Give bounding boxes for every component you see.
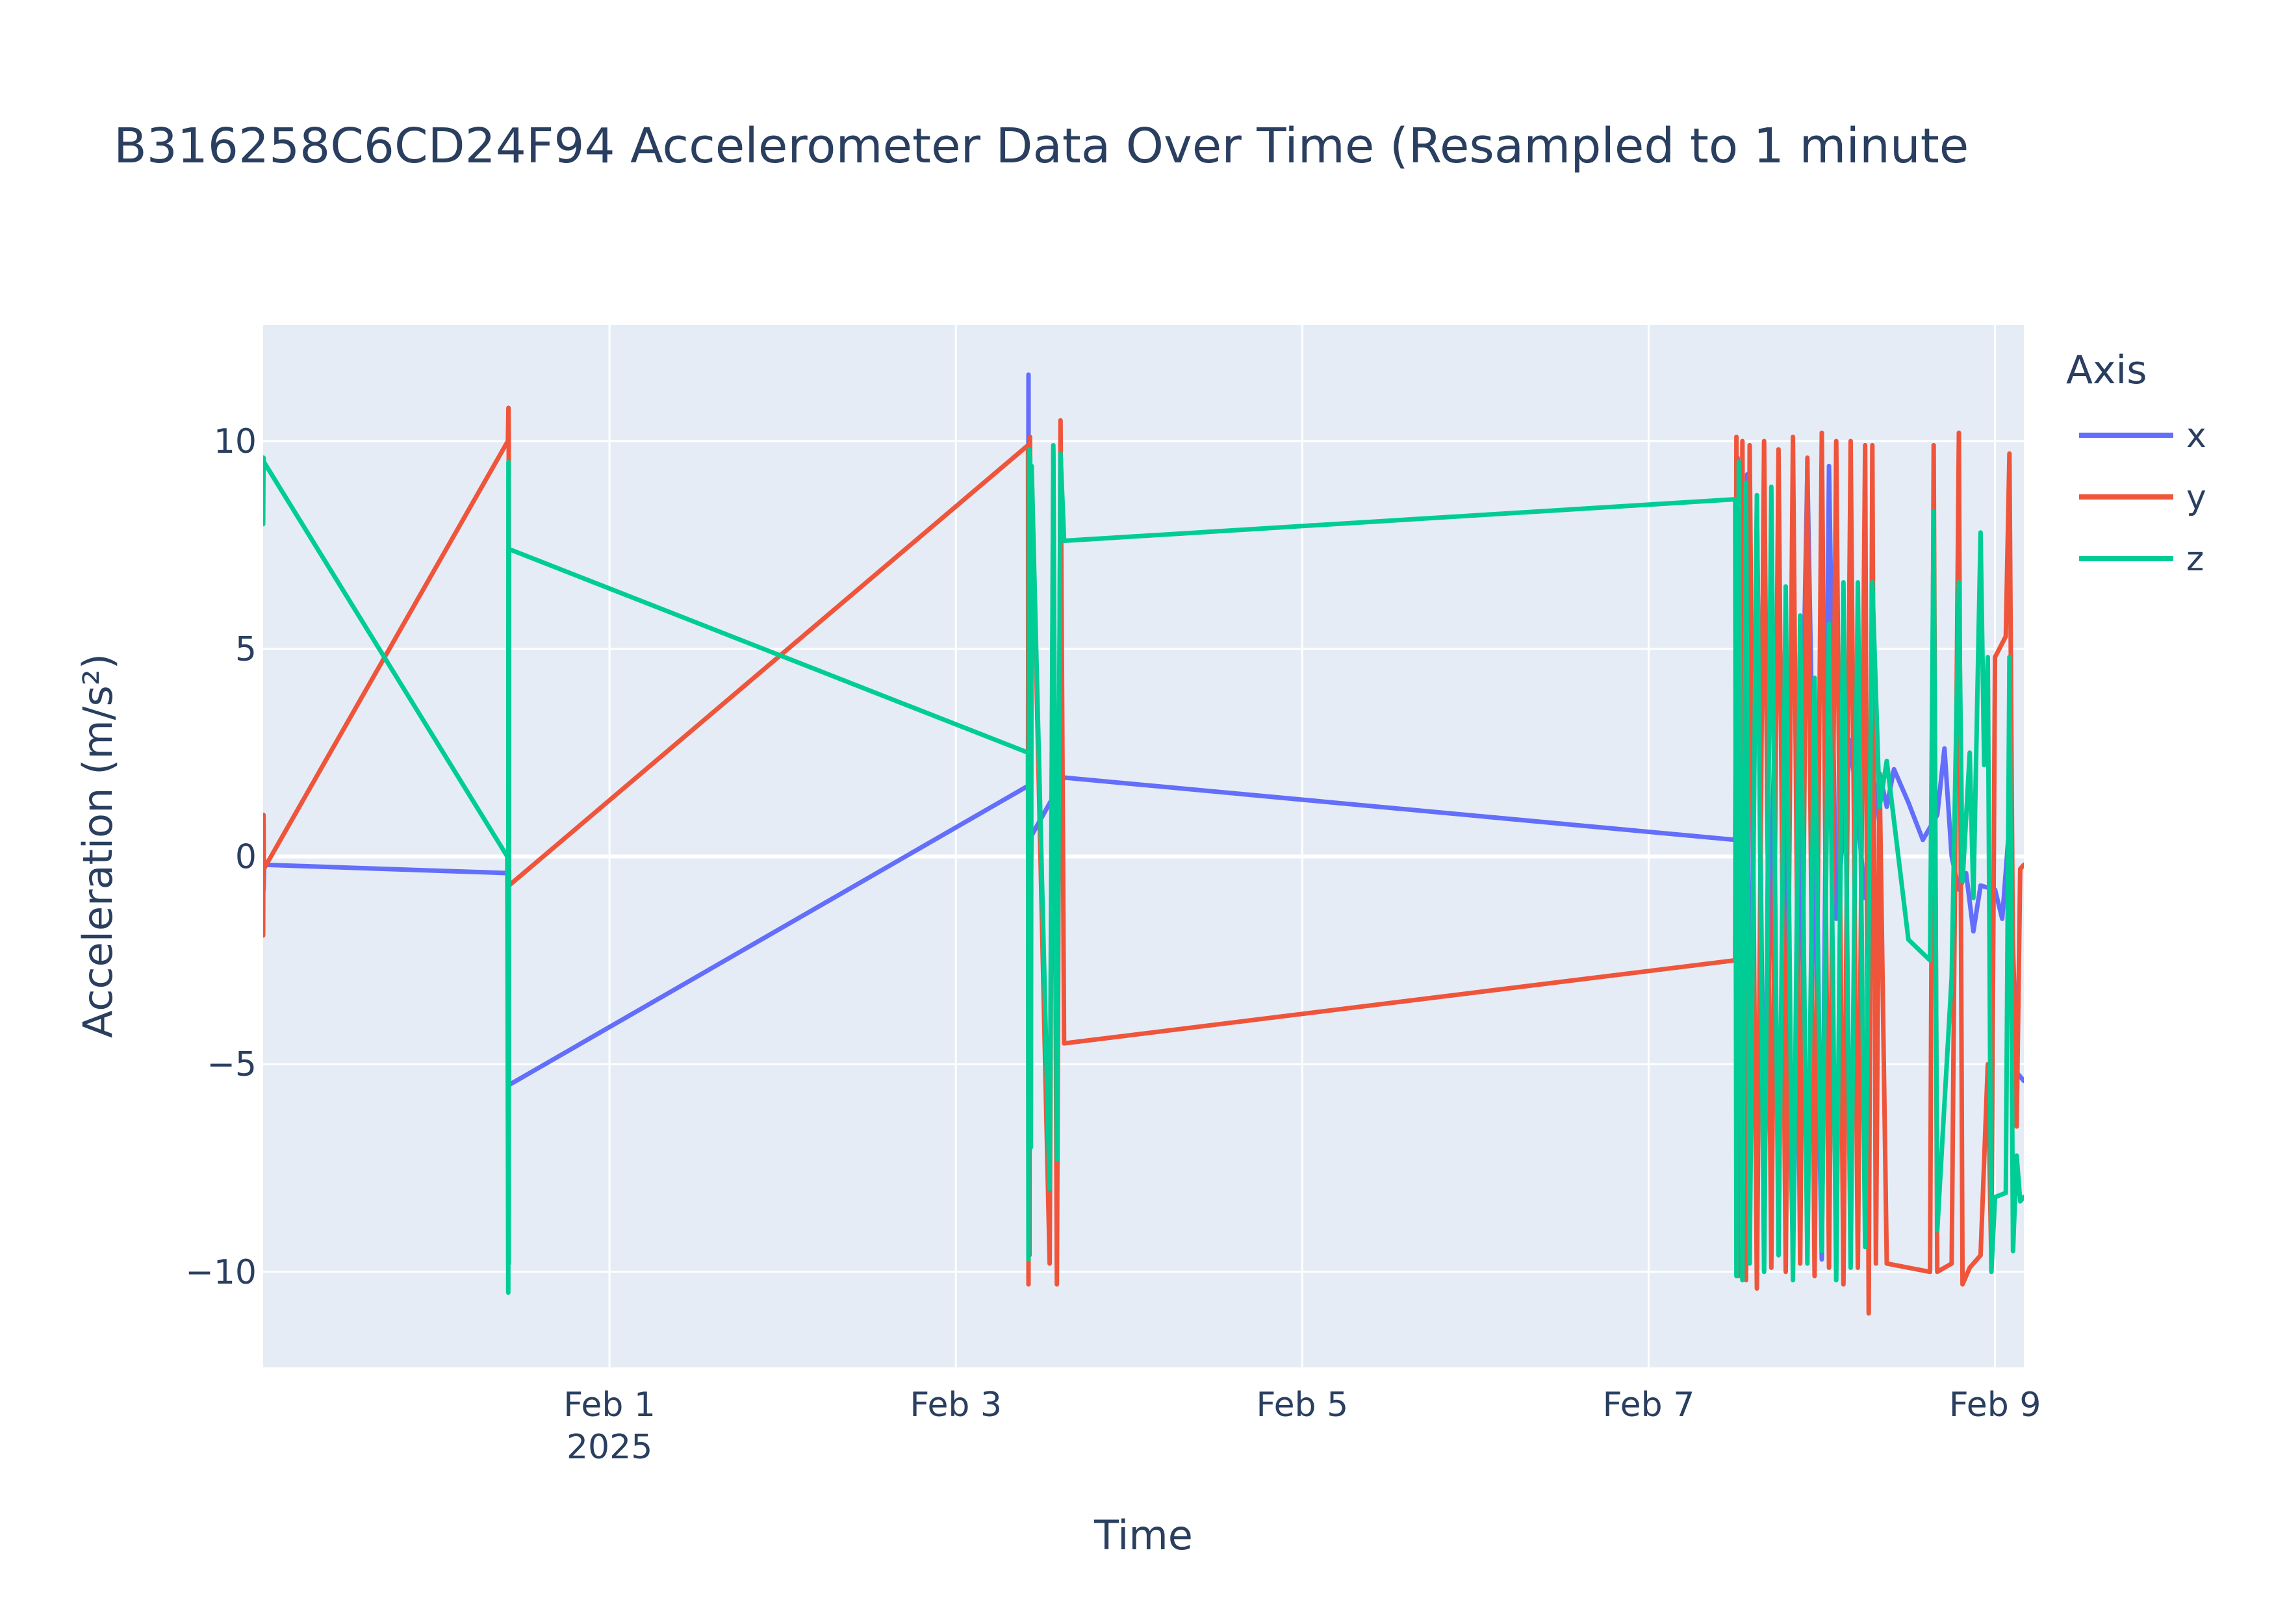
legend-title: Axis <box>2066 348 2147 393</box>
series-line-z <box>263 442 2024 1295</box>
x-tick-label: Feb 7 <box>1603 1386 1695 1425</box>
x-tick-label: Feb 1 <box>563 1386 656 1425</box>
legend-label-x: x <box>2186 416 2206 455</box>
x-tick-sublabel: 2025 <box>567 1428 652 1467</box>
series-layer <box>263 372 2024 1316</box>
x-tick-label: Feb 3 <box>910 1386 1002 1425</box>
legend: Axis xyz <box>2066 348 2206 579</box>
y-tick-label: −10 <box>185 1253 257 1292</box>
x-axis-title: Time <box>1093 1512 1193 1559</box>
x-tick-label: Feb 9 <box>1949 1386 2041 1425</box>
y-tick-label: 5 <box>235 630 257 669</box>
y-tick-label: 0 <box>235 837 257 876</box>
chart-title: B316258C6CD24F94 Accelerometer Data Over… <box>114 118 1969 174</box>
legend-label-y: y <box>2186 478 2206 517</box>
y-tick-label: 10 <box>214 422 257 461</box>
y-axis-title: Acceleration (m/s²) <box>74 653 121 1038</box>
y-tick-labels: 10 5 0 −5 −10 <box>185 422 257 1292</box>
x-tick-label: Feb 5 <box>1257 1386 1349 1425</box>
grid-layer <box>263 325 2024 1367</box>
legend-items: xyz <box>2079 416 2206 579</box>
legend-label-z: z <box>2186 540 2204 579</box>
y-tick-label: −5 <box>207 1045 257 1084</box>
